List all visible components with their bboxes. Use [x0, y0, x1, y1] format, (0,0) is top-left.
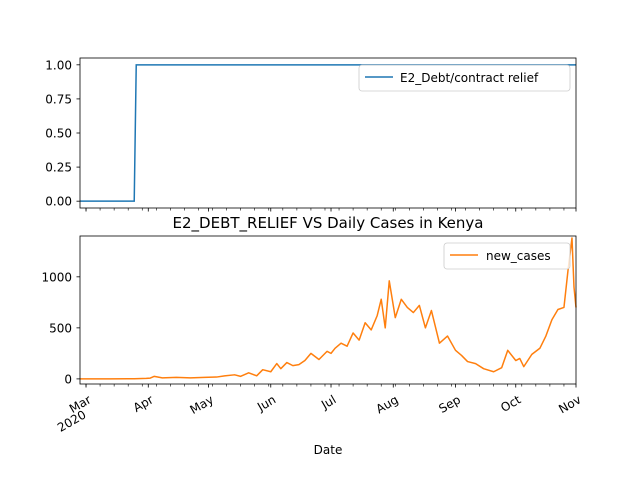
bottom-y-tick-label: 1000	[41, 270, 72, 284]
top-x-ticks	[85, 208, 577, 212]
bottom-legend: new_cases	[443, 242, 571, 270]
top-legend: E2_Debt/contract relief	[358, 64, 571, 92]
bottom-plot-lines	[80, 237, 577, 380]
bottom-legend-label: new_cases	[486, 249, 551, 263]
top-legend-box	[358, 64, 571, 92]
top-legend-label: E2_Debt/contract relief	[400, 71, 539, 85]
top-y-tick-label: 1.00	[45, 58, 72, 72]
debt-relief-line	[80, 64, 576, 202]
top-plot-lines	[80, 64, 576, 202]
top-y-tick-label: 0.50	[45, 127, 72, 141]
top-y-tick-label: 0.75	[45, 92, 72, 106]
bottom-plot-frame	[79, 235, 577, 385]
x-axis-label: Date	[314, 443, 343, 457]
bottom-chart-title: E2_DEBT_RELIEF VS Daily Cases in Kenya	[173, 214, 484, 233]
bottom-y-tick-label: 0	[64, 372, 72, 386]
x-tick-label: Jul	[318, 392, 338, 412]
new-cases-line	[80, 237, 577, 380]
top-y-tick-label: 0.25	[45, 161, 72, 175]
bottom-y-ticks: 0 500 1000	[41, 270, 80, 386]
top-y-ticks: 0.00 0.25 0.50 0.75 1.00	[45, 58, 80, 209]
bottom-legend-box	[443, 242, 571, 270]
top-y-tick-label: 0.00	[45, 195, 72, 209]
bottom-y-tick-label: 500	[49, 321, 72, 335]
top-subplot: 0.00 0.25 0.50 0.75 1.00 E2_Debt/contract re…	[45, 57, 577, 212]
